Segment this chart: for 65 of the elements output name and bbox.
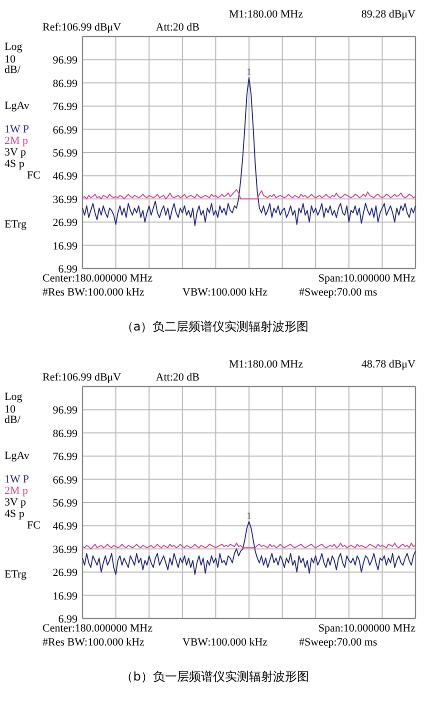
text: VBW:100.000 kHz [182,636,268,648]
y-tick-label: 26.99 [52,567,78,580]
y-tick-label: 6.99 [58,264,78,276]
text: ETrg [4,218,28,230]
text: Ref:106.99 dBμV [42,22,122,34]
text: #Res BW:100.000 kHz [42,636,145,648]
y-tick-label: 46.99 [52,520,78,533]
y-tick-label: 26.99 [52,217,78,230]
text: 2M p [4,484,29,497]
line-series [82,189,416,200]
text: （b）负一层频谱仪实测辐射波形图 [121,670,309,684]
text: 89.28 dBμV [361,8,416,20]
text: Center:180.000000 MHz [42,272,153,284]
text: （a）负二层频谱仪实测辐射波形图 [121,320,309,334]
y-tick-label: 16.99 [52,240,78,252]
text: Att:20 dB [156,22,200,34]
text: 1W P [4,123,30,136]
line-series [82,521,416,575]
text: #Res BW:100.000 kHz [42,286,145,298]
y-tick-label: 76.99 [52,101,78,114]
text: M1:180.00 MHz [229,8,304,20]
text: ETrg [4,568,28,580]
y-tick-label: 56.99 [52,498,78,510]
text: 4S p [4,508,25,520]
text: M1:180.00 MHz [229,358,304,370]
text: dB/ [4,64,22,76]
text: 2M p [4,134,29,147]
text: 4S p [4,158,25,170]
text: 3V p [4,146,26,158]
text: #Sweep:70.00 ms [298,636,378,648]
text: Span:10.000000 MHz [318,622,416,634]
y-tick-label: 16.99 [52,590,78,602]
text: 48.78 dBμV [361,358,416,370]
text: LgAv [4,450,30,462]
text: FC [27,170,41,182]
text: 1W P [4,473,30,486]
text: 10 [4,404,16,416]
text: 3V p [4,496,26,508]
y-tick-label: 36.99 [52,544,78,556]
y-tick-label: 56.99 [52,148,78,160]
y-tick-label: 96.99 [52,404,78,417]
y-tick-label: 66.99 [52,124,78,136]
text: #Sweep:70.00 ms [298,286,378,298]
text: Log [4,390,23,403]
text: Span:10.000000 MHz [318,272,416,284]
text: Att:20 dB [156,372,200,384]
text: Ref:106.99 dBμV [42,372,122,384]
annotation: 1 [246,66,252,77]
text: FC [27,520,41,532]
text: dB/ [4,414,22,426]
text: 10 [4,54,16,66]
text: VBW:100.000 kHz [182,286,268,298]
y-tick-label: 6.99 [58,614,78,626]
text: Center:180.000000 MHz [42,622,153,634]
text: LgAv [4,100,30,112]
y-tick-label: 86.99 [52,428,78,440]
y-tick-label: 36.99 [52,194,78,206]
y-tick-label: 66.99 [52,474,78,486]
y-tick-label: 86.99 [52,78,78,90]
y-tick-label: 96.99 [52,54,78,67]
y-tick-label: 76.99 [52,451,78,464]
text: Log [4,40,23,53]
y-tick-label: 46.99 [52,170,78,183]
annotation: 1 [246,510,252,521]
line-series [82,77,416,226]
